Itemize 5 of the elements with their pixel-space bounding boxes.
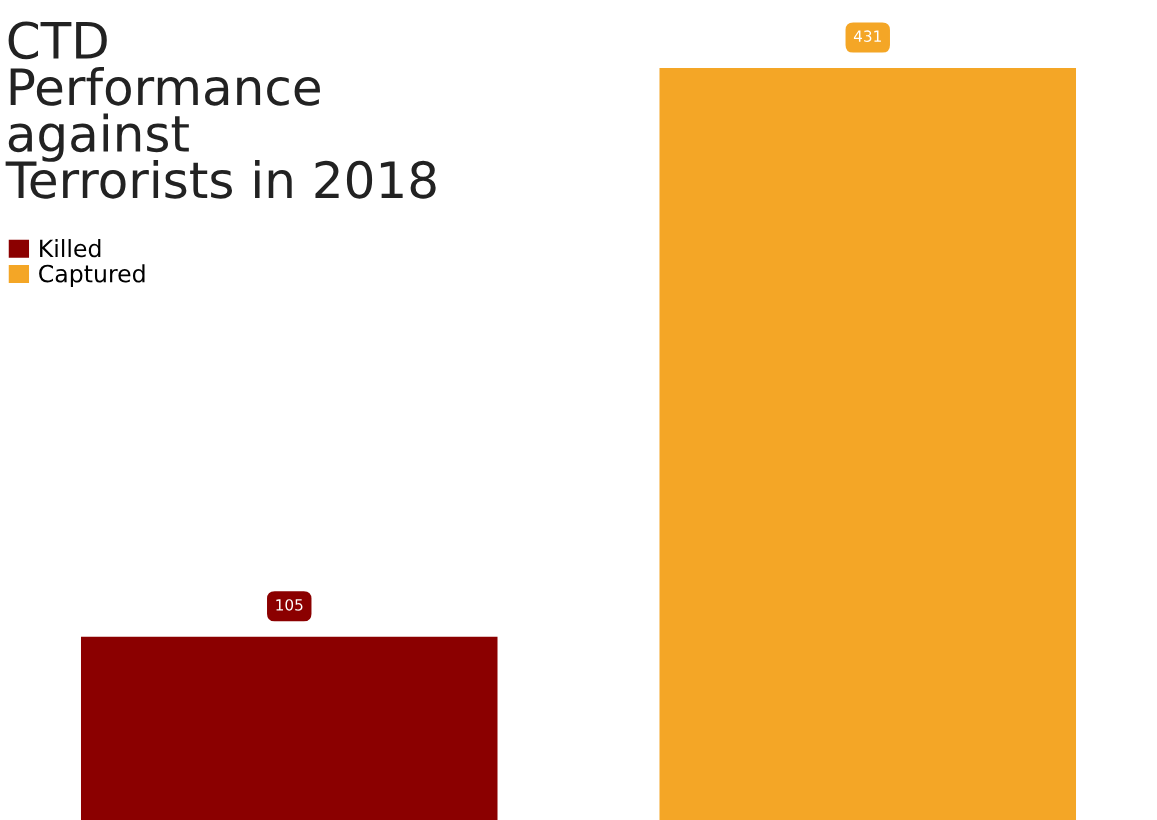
text: CTD Performance against Terrorists in 2018 bbox=[5, 21, 436, 199]
legend-label: Captured bbox=[39, 264, 145, 288]
data-label: 105 bbox=[276, 599, 303, 611]
legend-label: Killed bbox=[40, 239, 101, 258]
data-label: 431 bbox=[853, 30, 881, 42]
